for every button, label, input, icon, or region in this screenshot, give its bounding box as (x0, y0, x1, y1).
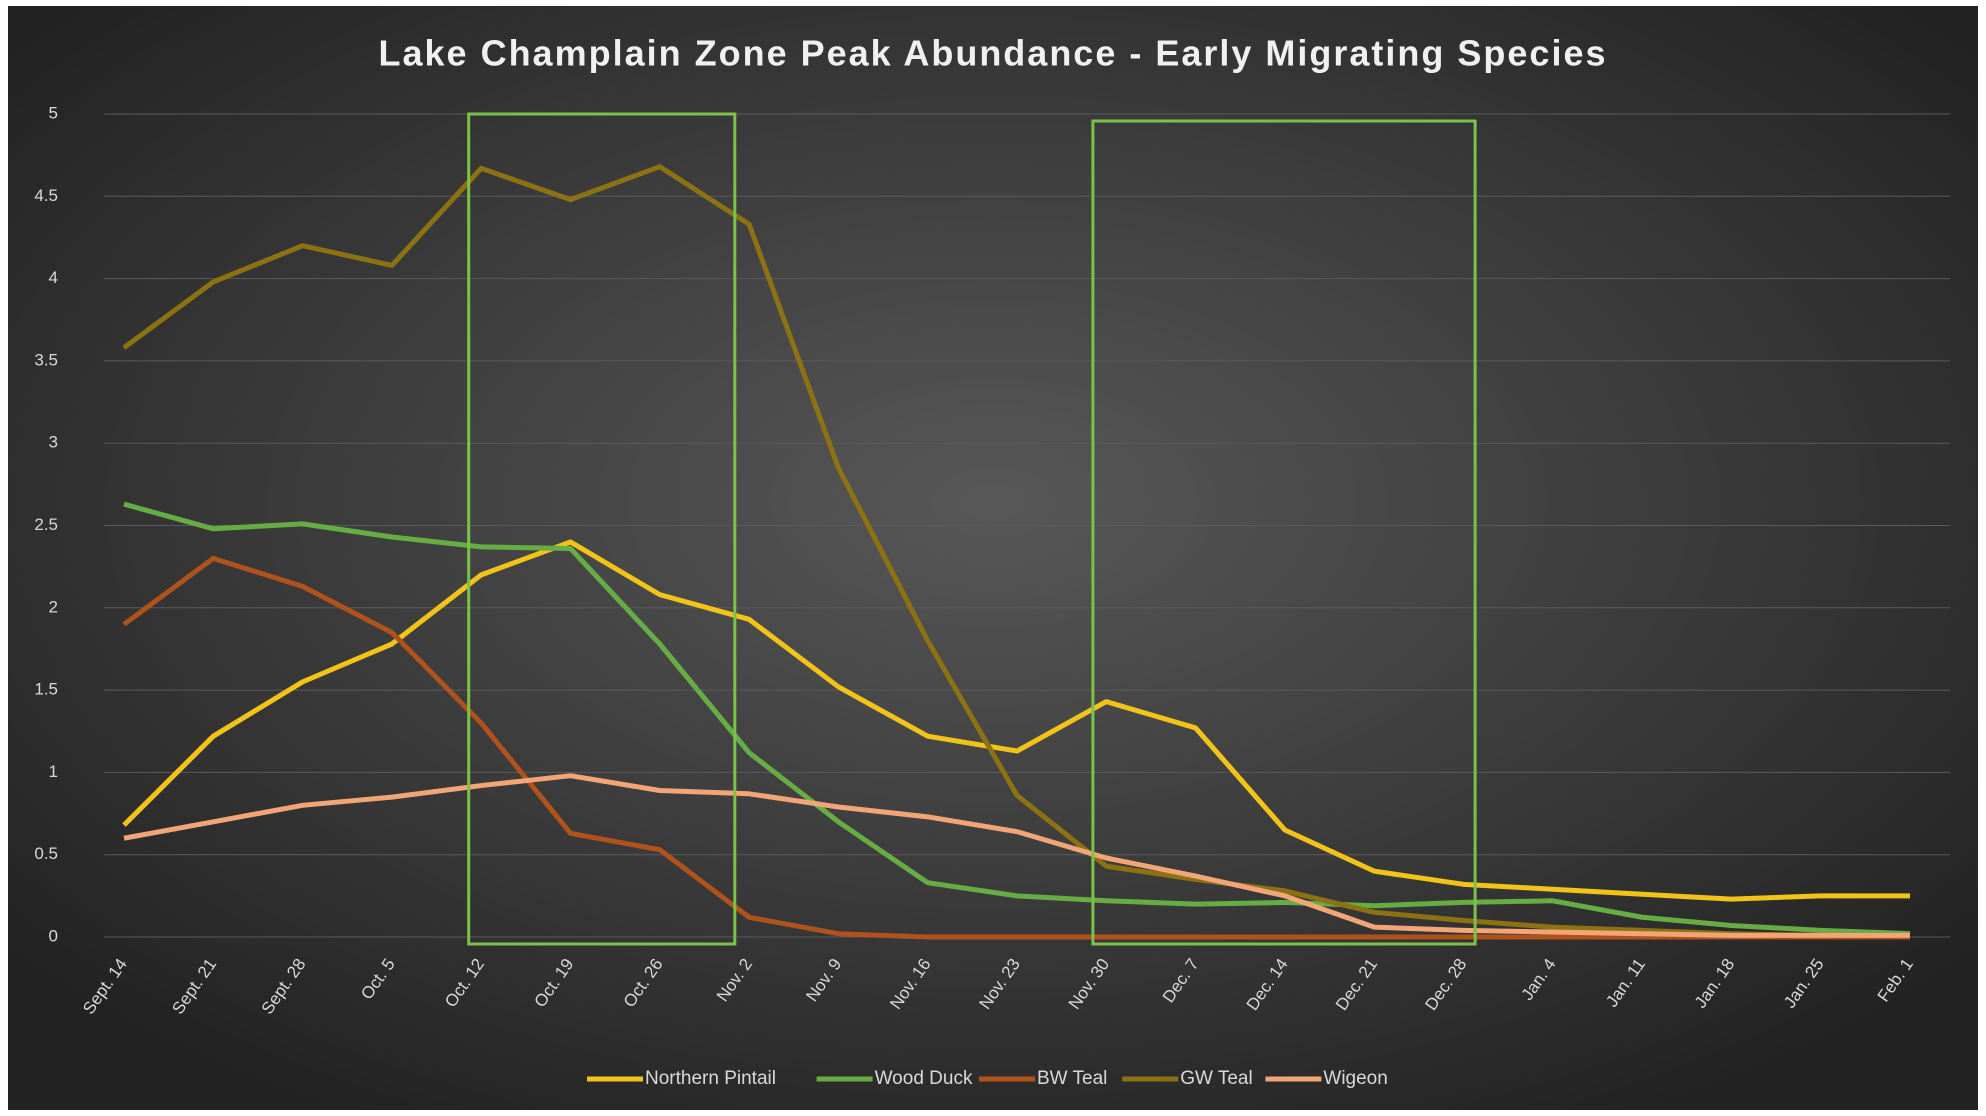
y-tick-label: 2.5 (34, 515, 58, 534)
line-series (122, 539, 1910, 902)
line-series (123, 773, 1910, 938)
y-tick-label: 0 (49, 926, 58, 945)
y-tick-label: 0.5 (34, 844, 58, 863)
chart-title: Lake Champlain Zone Peak Abundance - Ear… (379, 33, 1608, 74)
y-tick-label: 2 (49, 597, 58, 616)
line-series (122, 164, 1910, 938)
legend: Northern Pintail Wood Duck BW Teal GW Teal W… (587, 1068, 1388, 1089)
legend-label: BW Teal (1037, 1068, 1107, 1089)
y-tick-label: 4 (49, 268, 58, 287)
legend-label: Northern Pintail (645, 1068, 776, 1089)
y-tick-label: 1 (49, 762, 58, 781)
legend-label: Wood Duck (875, 1068, 973, 1089)
y-tick-label: 5 (49, 103, 58, 122)
legend-label: GW Teal (1180, 1068, 1253, 1089)
chart-background (8, 6, 1978, 1110)
y-tick-label: 1.5 (34, 680, 58, 699)
line-series (123, 501, 1911, 937)
highlight-box (467, 112, 737, 946)
highlight-box (1091, 119, 1477, 946)
y-tick-label: 4.5 (34, 186, 58, 205)
y-tick-label: 3 (49, 433, 58, 452)
legend-label: Wigeon (1323, 1068, 1387, 1089)
line-series (122, 555, 1910, 940)
y-tick-label: 3.5 (34, 350, 58, 369)
